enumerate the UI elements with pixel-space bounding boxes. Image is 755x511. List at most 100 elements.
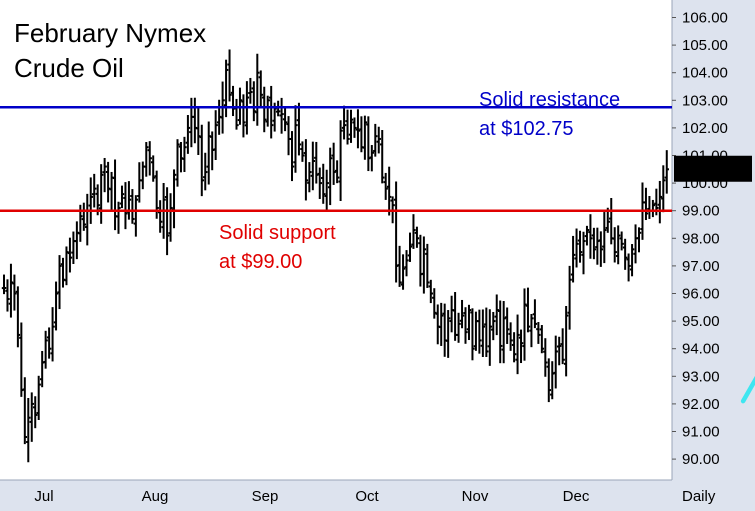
price-bar bbox=[268, 85, 274, 139]
price-bar bbox=[487, 309, 492, 366]
price-bar bbox=[22, 377, 28, 445]
price-bar bbox=[414, 226, 420, 248]
y-tick-label: 97.00 bbox=[682, 258, 720, 275]
resistance-label-line1: Solid resistance bbox=[479, 89, 620, 111]
price-bar bbox=[168, 193, 173, 242]
price-bar bbox=[643, 187, 649, 221]
y-tick-label: 91.00 bbox=[682, 424, 720, 441]
price-bar bbox=[303, 139, 309, 201]
support-label-line1: Solid support bbox=[219, 222, 336, 244]
price-bar bbox=[376, 126, 381, 154]
price-bar bbox=[577, 230, 583, 263]
y-axis-ticks: 90.00 91.00 92.00 93.00 94.00 95.00 96.00 97.00… bbox=[672, 10, 728, 468]
price-bar bbox=[199, 124, 204, 197]
y-tick-label: 93.00 bbox=[682, 368, 720, 385]
price-bar bbox=[574, 228, 579, 268]
price-bar bbox=[664, 150, 669, 194]
y-axis-background bbox=[672, 0, 755, 511]
price-bar bbox=[296, 102, 302, 156]
last-price-badge: 100.52 bbox=[674, 155, 752, 182]
y-tick-label: 102.00 bbox=[682, 120, 728, 137]
price-bar bbox=[338, 120, 343, 201]
price-bar bbox=[241, 94, 246, 138]
price-bar bbox=[615, 225, 621, 265]
price-bar bbox=[612, 227, 617, 263]
price-bar bbox=[130, 189, 135, 224]
price-bar bbox=[334, 160, 340, 184]
price-bar bbox=[439, 302, 444, 346]
price-bar bbox=[661, 165, 666, 213]
price-bar bbox=[50, 307, 55, 362]
price-bar bbox=[584, 225, 590, 246]
price-bar bbox=[553, 335, 558, 389]
price-bar bbox=[445, 310, 451, 358]
y-tick-label: 105.00 bbox=[682, 37, 728, 54]
price-bar bbox=[380, 130, 385, 184]
last-price-label: 100.52 bbox=[683, 162, 729, 179]
price-bar bbox=[480, 309, 486, 357]
x-axis-ticks: Jul Aug Sep Oct Nov Dec bbox=[34, 488, 589, 505]
price-bar bbox=[425, 243, 430, 288]
price-bar bbox=[560, 328, 565, 365]
x-tick-label: Nov bbox=[462, 488, 489, 505]
y-tick-label: 90.00 bbox=[682, 451, 720, 468]
price-bar bbox=[411, 214, 416, 249]
price-bar bbox=[383, 172, 388, 200]
price-bar bbox=[258, 70, 263, 107]
price-bar bbox=[355, 109, 361, 149]
y-tick-label: 95.00 bbox=[682, 313, 720, 330]
price-bar bbox=[498, 300, 503, 364]
y-tick-label: 106.00 bbox=[682, 10, 728, 27]
price-bar bbox=[369, 145, 375, 172]
chart-title-line1: February Nymex bbox=[14, 18, 206, 48]
price-bar bbox=[407, 232, 413, 262]
price-bar bbox=[275, 100, 281, 117]
price-bar bbox=[362, 115, 368, 160]
price-bar bbox=[15, 286, 21, 348]
price-bar bbox=[598, 231, 604, 267]
x-tick-label: Oct bbox=[355, 488, 379, 505]
price-bar bbox=[536, 322, 541, 344]
price-bar bbox=[327, 147, 333, 206]
price-bar bbox=[352, 117, 357, 138]
price-bar bbox=[518, 329, 524, 364]
price-bar bbox=[81, 202, 87, 231]
price-bar bbox=[570, 235, 576, 283]
price-bar bbox=[300, 141, 305, 162]
price-bar bbox=[470, 308, 475, 361]
price-bar bbox=[151, 155, 156, 182]
price-bar bbox=[511, 332, 517, 363]
price-bar bbox=[321, 163, 326, 204]
price-bar bbox=[116, 201, 121, 234]
chart-title-line2: Crude Oil bbox=[14, 53, 124, 83]
y-tick-label: 92.00 bbox=[682, 396, 720, 413]
price-bar bbox=[227, 49, 232, 102]
price-bar bbox=[529, 313, 534, 348]
price-bar bbox=[289, 131, 295, 182]
price-bar bbox=[29, 392, 34, 442]
price-bar bbox=[182, 136, 187, 173]
price-bar bbox=[456, 312, 461, 343]
price-bar bbox=[33, 396, 38, 429]
price-bar bbox=[602, 212, 607, 264]
price-bar bbox=[57, 255, 62, 310]
last-price-badge-bg bbox=[674, 155, 752, 182]
price-bar bbox=[421, 236, 427, 294]
price-bar bbox=[581, 231, 586, 275]
price-bar bbox=[279, 97, 284, 134]
price-bar bbox=[543, 338, 548, 377]
price-bar bbox=[265, 95, 270, 127]
price-bar bbox=[484, 307, 489, 357]
price-bar bbox=[341, 105, 347, 140]
x-tick-label: Aug bbox=[142, 488, 169, 505]
price-bar bbox=[307, 162, 312, 193]
price-bar bbox=[203, 152, 208, 191]
price-bar bbox=[1, 274, 7, 295]
price-bar bbox=[539, 325, 545, 354]
price-bar bbox=[522, 288, 527, 361]
price-bar bbox=[43, 330, 48, 369]
price-bar bbox=[563, 306, 569, 377]
price-bar bbox=[46, 327, 52, 359]
price-bar bbox=[119, 185, 125, 209]
price-bar bbox=[348, 109, 354, 143]
